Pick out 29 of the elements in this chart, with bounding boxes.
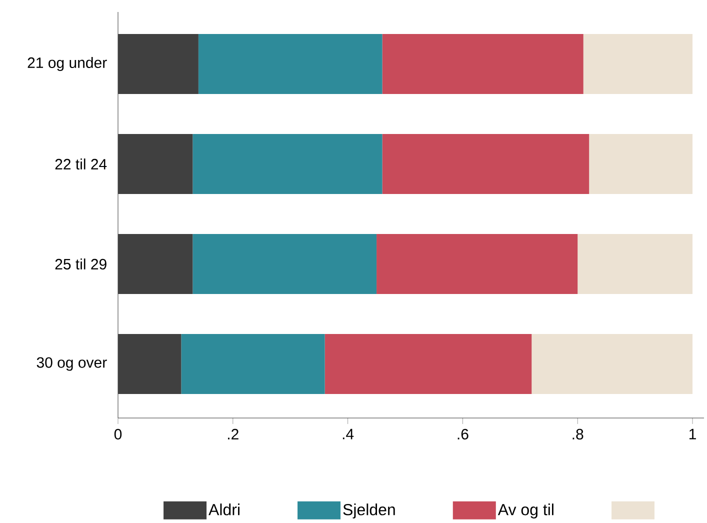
y-tick-label: 30 og over <box>36 357 107 371</box>
bar <box>192 234 377 294</box>
legend-label: Aldri <box>208 504 240 516</box>
bar <box>578 234 693 294</box>
x-tick-label: 1 <box>689 428 696 440</box>
bar <box>532 334 693 394</box>
bar <box>198 34 382 94</box>
bar <box>324 334 532 394</box>
bar <box>118 234 193 294</box>
y-tick-label: 21 og under <box>28 57 107 71</box>
bar <box>118 334 182 394</box>
x-tick-label: 0 <box>114 428 122 440</box>
bar <box>583 34 693 94</box>
bar <box>118 134 193 194</box>
bar <box>118 34 198 94</box>
y-tick-label: 22 til 24 <box>55 158 107 170</box>
bar <box>589 134 693 194</box>
legend-label: Sjelden <box>343 504 395 518</box>
y-tick-label: 25 til 29 <box>55 258 106 270</box>
x-tick-label: .6 <box>458 428 468 440</box>
bar <box>376 234 578 294</box>
bar <box>181 334 325 394</box>
x-tick-label: .8 <box>572 428 584 440</box>
x-tick-label: .2 <box>228 428 238 440</box>
bar <box>382 34 584 94</box>
bar <box>192 134 382 194</box>
x-tick-label: .4 <box>342 428 354 440</box>
bar <box>382 134 590 194</box>
legend-label: Av og til <box>498 504 554 518</box>
